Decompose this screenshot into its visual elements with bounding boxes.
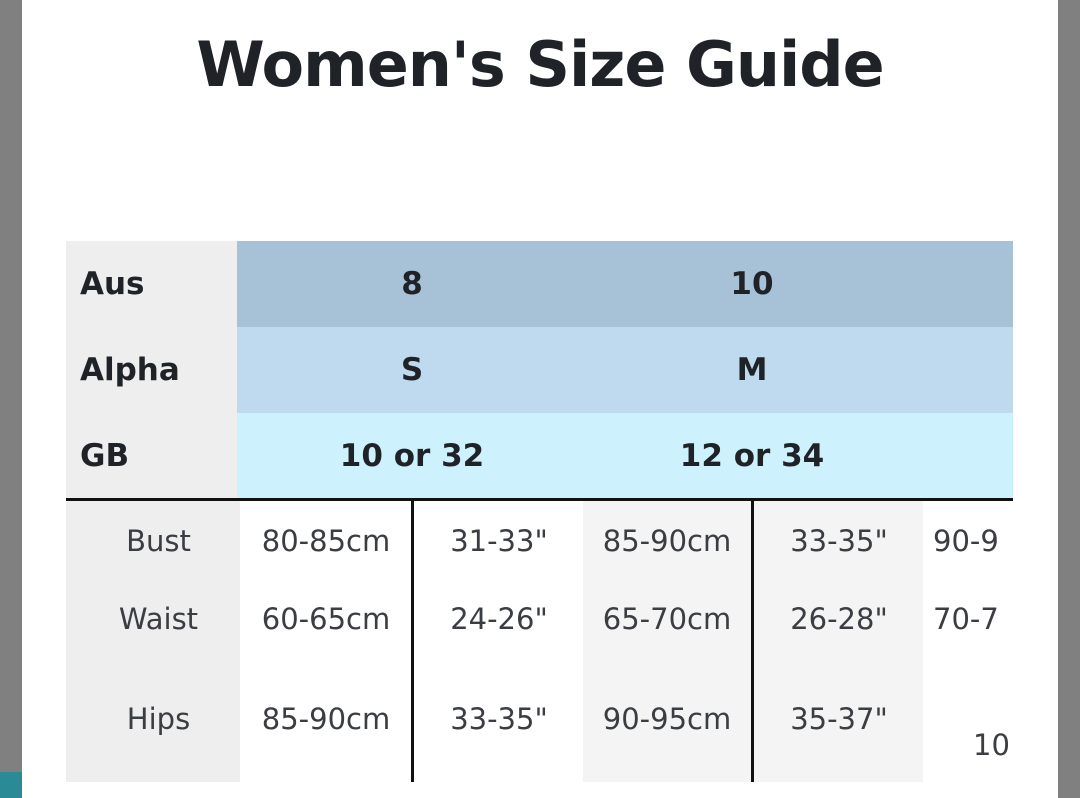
body-cell: 65-70cm xyxy=(602,602,732,636)
left-edge xyxy=(0,0,22,798)
divider xyxy=(66,498,1013,501)
body-cell: 60-65cm xyxy=(261,602,391,636)
body-cell: 26-28" xyxy=(790,602,888,636)
body-cell: 35-37" xyxy=(790,702,888,736)
header-cell: M xyxy=(736,352,768,388)
title: Women's Size Guide xyxy=(196,28,884,101)
body-cell: 33-35" xyxy=(790,524,888,558)
body-cell: 85-90cm xyxy=(602,524,732,558)
body-cell: 24-26" xyxy=(450,602,548,636)
body-cell: 85-90cm xyxy=(261,702,391,736)
header-cell: S xyxy=(400,352,424,388)
body-cell: 10 xyxy=(973,728,1010,762)
body-cell: 80-85cm xyxy=(261,524,391,558)
divider xyxy=(411,500,414,782)
row-label: Hips xyxy=(126,702,191,736)
header-cell: 12 or 34 xyxy=(679,438,825,474)
body-cell: 90-95cm xyxy=(602,702,732,736)
body-cell: 70-7 xyxy=(933,602,999,636)
header-cell: 10 or 32 xyxy=(339,438,485,474)
body-cell: 33-35" xyxy=(450,702,548,736)
label-column xyxy=(66,241,240,782)
edge-tab xyxy=(0,772,22,798)
size-table: Aus 8 10 Alpha S M GB 10 or 32 12 or 34 Bust 80-85… xyxy=(66,241,1013,782)
header-row-bg xyxy=(237,241,1013,327)
header-cell: 8 xyxy=(401,266,423,302)
divider xyxy=(751,500,754,782)
header-row-bg xyxy=(237,327,1013,413)
body-cell: 90-9 xyxy=(933,524,999,558)
header-row-bg xyxy=(237,413,1013,499)
row-label: Bust xyxy=(126,524,191,558)
row-label: Alpha xyxy=(80,352,180,388)
row-label: Waist xyxy=(118,602,199,636)
header-cell: 10 xyxy=(730,266,774,302)
row-label: Aus xyxy=(80,266,145,302)
body-cell: 31-33" xyxy=(450,524,548,558)
right-edge xyxy=(1058,0,1080,798)
row-label: GB xyxy=(80,438,130,474)
